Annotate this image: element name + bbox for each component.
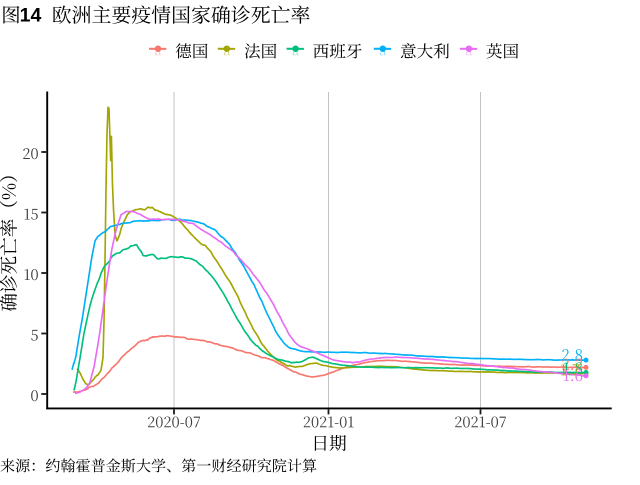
svg-text:14: 14 [20,5,42,27]
